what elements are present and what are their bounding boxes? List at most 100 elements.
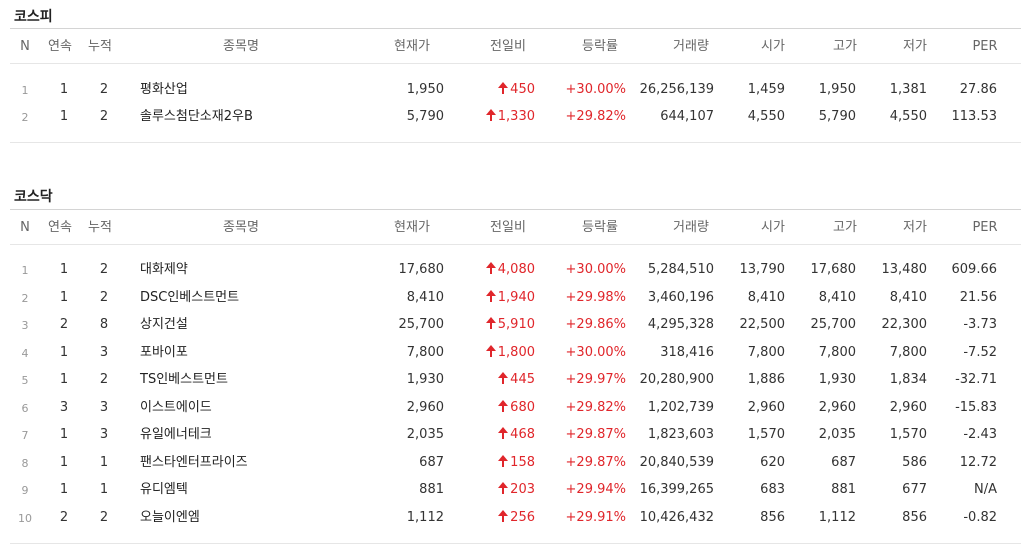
change-amount: 450 (510, 82, 535, 97)
change-value: 680 (415, 400, 535, 416)
cell-cum: 8 (99, 317, 109, 332)
stock-name-link[interactable]: TS인베스트먼트 (140, 372, 228, 387)
change-amount: 445 (510, 372, 535, 387)
cell-cum: 2 (99, 372, 109, 387)
cell-volume: 16,399,265 (639, 482, 714, 497)
cell-streak: 1 (59, 290, 69, 305)
cell-high: 687 (831, 455, 856, 470)
cell-per: 113.53 (951, 109, 998, 124)
cell-streak: 1 (59, 482, 69, 497)
change-value: 256 (415, 510, 535, 526)
column-header-change: 전일비 (490, 220, 526, 235)
cell-cum: 3 (99, 400, 109, 415)
up-arrow-icon (498, 510, 509, 522)
header-bottom-border (10, 244, 1021, 245)
stock-name-link[interactable]: 대화제약 (140, 262, 188, 277)
cell-cum: 2 (99, 510, 109, 525)
cell-price: 8,410 (406, 290, 444, 305)
stock-name-link[interactable]: 상지건설 (140, 317, 188, 332)
change-rate: +30.00% (565, 82, 626, 97)
cell-n: 6 (21, 402, 29, 415)
stock-name-link[interactable]: 평화산업 (140, 82, 188, 97)
column-header-name: 종목명 (223, 39, 259, 54)
change-value: 5,910 (415, 317, 535, 333)
change-rate: +29.82% (565, 400, 626, 415)
cell-high: 8,410 (818, 290, 856, 305)
change-value: 1,330 (415, 109, 535, 125)
cell-open: 620 (760, 455, 785, 470)
up-arrow-icon (485, 262, 496, 274)
change-amount: 468 (510, 427, 535, 442)
cell-price: 1,112 (406, 510, 444, 525)
cell-high: 2,960 (818, 400, 856, 415)
stock-name-link[interactable]: 오늘이엔엠 (140, 510, 200, 525)
cell-low: 1,570 (889, 427, 927, 442)
change-amount: 680 (510, 400, 535, 415)
column-header-volume: 거래량 (673, 220, 709, 235)
column-header-open: 시가 (761, 39, 785, 54)
cell-low: 677 (902, 482, 927, 497)
cell-high: 2,035 (818, 427, 856, 442)
cell-low: 586 (902, 455, 927, 470)
cell-price: 1,950 (406, 82, 444, 97)
cell-cum: 2 (99, 262, 109, 277)
cell-cum: 1 (99, 455, 109, 470)
cell-open: 683 (760, 482, 785, 497)
up-arrow-icon (485, 109, 496, 121)
cell-open: 1,459 (747, 82, 785, 97)
cell-streak: 1 (59, 109, 69, 124)
cell-volume: 20,280,900 (639, 372, 714, 387)
cell-open: 1,886 (747, 372, 785, 387)
cell-n: 2 (21, 292, 29, 305)
stock-name-link[interactable]: 유일에너테크 (140, 427, 212, 442)
column-header-low: 저가 (903, 39, 927, 54)
cell-volume: 3,460,196 (647, 290, 714, 305)
cell-price: 1,930 (406, 372, 444, 387)
header-bottom-border (10, 63, 1021, 64)
cell-high: 5,790 (818, 109, 856, 124)
stock-name-link[interactable]: 이스트에이드 (140, 400, 212, 415)
cell-n: 1 (21, 264, 29, 277)
change-rate: +29.97% (565, 372, 626, 387)
stock-name-link[interactable]: DSC인베스트먼트 (140, 290, 240, 305)
column-header-streak: 연속 (48, 220, 72, 235)
cell-cum: 2 (99, 82, 109, 97)
change-amount: 1,940 (497, 290, 535, 305)
cell-price: 687 (419, 455, 444, 470)
cell-n: 5 (21, 374, 29, 387)
cell-per: -32.71 (955, 372, 997, 387)
column-header-cum: 누적 (88, 220, 112, 235)
cell-cum: 1 (99, 482, 109, 497)
change-value: 450 (415, 82, 535, 98)
cell-per: -2.43 (963, 427, 997, 442)
change-value: 203 (415, 482, 535, 498)
cell-n: 7 (21, 429, 29, 442)
cell-cum: 2 (99, 290, 109, 305)
column-header-n: N (20, 39, 30, 54)
cell-open: 4,550 (747, 109, 785, 124)
cell-high: 7,800 (818, 345, 856, 360)
cell-open: 22,500 (739, 317, 786, 332)
change-rate: +29.98% (565, 290, 626, 305)
cell-volume: 318,416 (660, 345, 714, 360)
stock-name-link[interactable]: 유디엠텍 (140, 482, 188, 497)
cell-per: 21.56 (959, 290, 997, 305)
cell-volume: 20,840,539 (639, 455, 714, 470)
change-value: 445 (415, 372, 535, 388)
cell-streak: 1 (59, 372, 69, 387)
cell-low: 4,550 (889, 109, 927, 124)
cell-high: 25,700 (810, 317, 857, 332)
stock-name-link[interactable]: 솔루스첨단소재2우B (140, 109, 253, 124)
change-rate: +29.91% (565, 510, 626, 525)
column-header-per: PER (972, 220, 998, 235)
cell-per: -15.83 (955, 400, 997, 415)
cell-per: -0.82 (963, 510, 997, 525)
column-header-price: 현재가 (394, 39, 430, 54)
cell-per: 27.86 (959, 82, 997, 97)
stock-name-link[interactable]: 팬스타엔터프라이즈 (140, 455, 248, 470)
up-arrow-icon (498, 427, 509, 439)
table-bottom-border (10, 543, 1021, 544)
column-header-per: PER (972, 39, 998, 54)
stock-name-link[interactable]: 포바이포 (140, 345, 188, 360)
table-bottom-border (10, 142, 1021, 143)
